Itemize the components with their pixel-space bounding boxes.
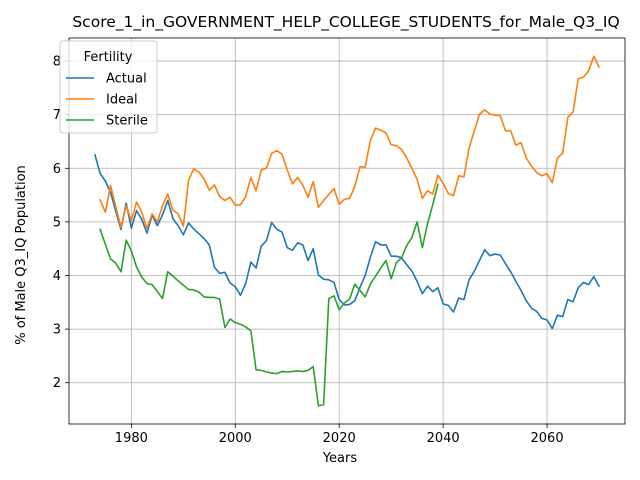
- y-tick-label: 2: [53, 376, 61, 391]
- plot-frame: [68, 37, 626, 425]
- legend-label-ideal: Ideal: [106, 93, 138, 108]
- legend-box: [59, 40, 158, 134]
- legend-label-sterile: Sterile: [106, 114, 148, 129]
- y-tick-label: 7: [53, 108, 61, 123]
- y-tick-label: 6: [53, 162, 61, 177]
- x-tick-label: 2020: [323, 431, 356, 446]
- legend-label-actual: Actual: [106, 72, 147, 87]
- y-tick-label: 3: [53, 323, 61, 338]
- x-tick-label: 2000: [219, 431, 252, 446]
- legend: Fertility Actual Ideal Sterile: [59, 40, 158, 134]
- x-tick-label: 2040: [427, 431, 460, 446]
- series-line-sterile: [99, 183, 439, 407]
- series-line-ideal: [99, 55, 601, 230]
- y-tick-label: 8: [53, 55, 61, 70]
- x-axis: 1980 2000 2020 2040 2060: [115, 424, 564, 446]
- legend-title: Fertility: [84, 50, 133, 65]
- x-axis-title: Years: [322, 451, 358, 466]
- y-axis-title: % of Male Q3_IQ Population: [14, 165, 29, 345]
- series-layer: [93, 55, 601, 407]
- y-tick-label: 4: [53, 269, 61, 284]
- series-line-actual: [93, 153, 601, 330]
- y-tick-label: 5: [53, 215, 61, 230]
- x-tick-label: 1980: [115, 431, 148, 446]
- x-tick-label: 2060: [531, 431, 564, 446]
- chart-title: Score_1_in_GOVERNMENT_HELP_COLLEGE_STUDE…: [72, 13, 619, 32]
